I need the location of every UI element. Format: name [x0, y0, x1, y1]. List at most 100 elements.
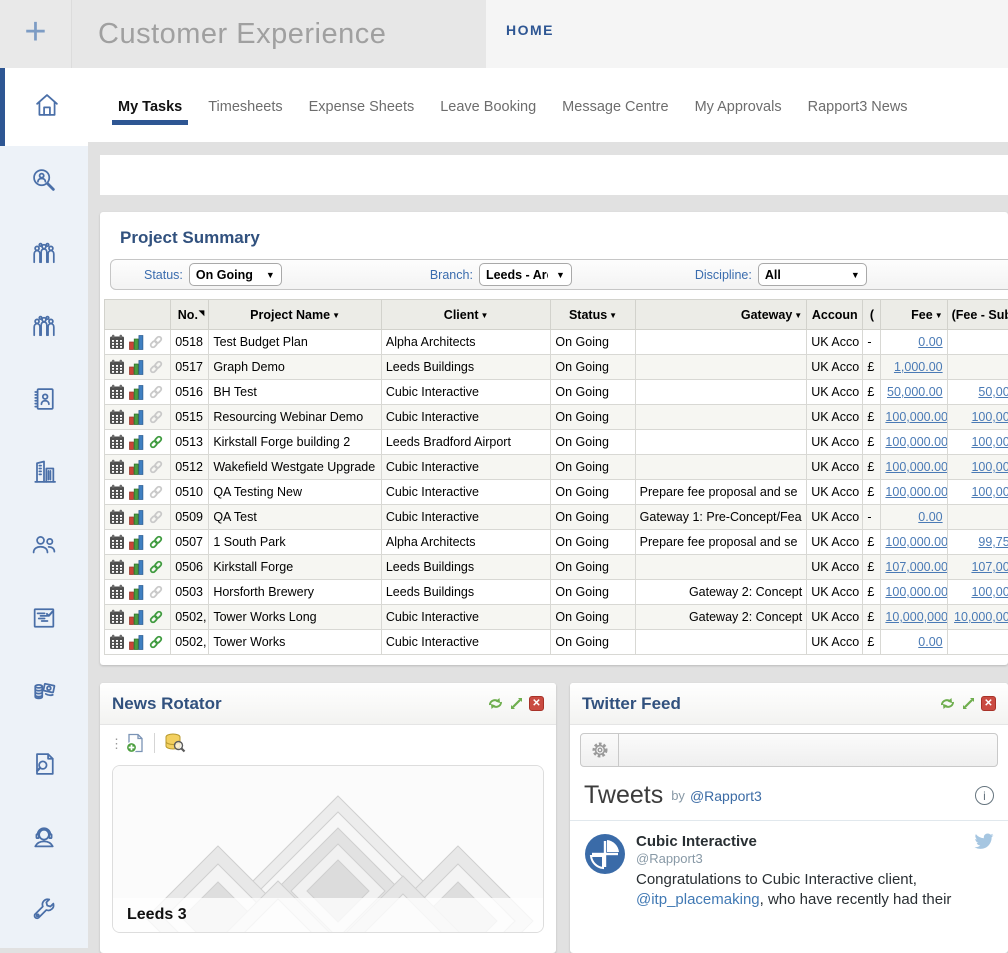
- table-row[interactable]: 0513 Kirkstall Forge building 2 Leeds Br…: [105, 430, 1008, 455]
- sidebar-item-resourcing[interactable]: [0, 292, 88, 365]
- sidebar-item-people-search[interactable]: [0, 146, 88, 219]
- table-row[interactable]: 0502, Tower Works Long Cubic Interactive…: [105, 605, 1008, 630]
- project-name-link[interactable]: Test Budget Plan: [209, 330, 382, 355]
- tab-timesheets[interactable]: Timesheets: [208, 81, 282, 129]
- filter-arrow-icon[interactable]: ▼: [935, 311, 943, 320]
- tab-my-tasks[interactable]: My Tasks: [118, 81, 182, 129]
- fee-value-link[interactable]: 10,000,000.00: [885, 610, 947, 624]
- tweet-item[interactable]: Cubic Interactive @Rapport3 Congratulati…: [570, 821, 1008, 911]
- chart-icon[interactable]: [129, 334, 144, 350]
- tweet-handle[interactable]: @Rapport3: [636, 851, 757, 866]
- no-column-header[interactable]: No.◥: [171, 300, 209, 330]
- project-name-link[interactable]: QA Test: [209, 505, 382, 530]
- sidebar-item-tasks[interactable]: [0, 584, 88, 657]
- link-icon[interactable]: [148, 434, 164, 450]
- sidebar-item-reports[interactable]: [0, 730, 88, 803]
- calendar-icon[interactable]: [109, 559, 125, 575]
- calendar-icon[interactable]: [109, 509, 125, 525]
- chart-icon[interactable]: [129, 409, 144, 425]
- project-name-link[interactable]: Graph Demo: [209, 355, 382, 380]
- fee-sub-value-link[interactable]: 100,000.00: [971, 435, 1008, 449]
- sidebar-item-companies[interactable]: [0, 438, 88, 511]
- fee-value-link[interactable]: 100,000.00: [885, 485, 947, 499]
- chart-icon[interactable]: [129, 434, 144, 450]
- twitter-bird-icon[interactable]: [974, 833, 994, 866]
- link-icon[interactable]: [148, 384, 164, 400]
- link-icon[interactable]: [148, 609, 164, 625]
- table-row[interactable]: 0517 Graph Demo Leeds Buildings On Going…: [105, 355, 1008, 380]
- project-name-link[interactable]: BH Test: [209, 380, 382, 405]
- project-name-link[interactable]: Kirkstall Forge: [209, 555, 382, 580]
- tab-my-approvals[interactable]: My Approvals: [695, 81, 782, 129]
- link-icon[interactable]: [148, 409, 164, 425]
- calendar-icon[interactable]: [109, 409, 125, 425]
- link-icon[interactable]: [148, 509, 164, 525]
- fee-value-link[interactable]: 100,000.00: [885, 460, 947, 474]
- database-search-icon[interactable]: [163, 732, 187, 754]
- chart-icon[interactable]: [129, 509, 144, 525]
- table-row[interactable]: 0510 QA Testing New Cubic Interactive On…: [105, 480, 1008, 505]
- calendar-icon[interactable]: [109, 584, 125, 600]
- expand-icon[interactable]: [961, 696, 976, 711]
- calendar-icon[interactable]: [109, 384, 125, 400]
- calendar-icon[interactable]: [109, 334, 125, 350]
- calendar-icon[interactable]: [109, 534, 125, 550]
- fee-value-link[interactable]: 1,000.00: [894, 360, 943, 374]
- calendar-icon[interactable]: [109, 434, 125, 450]
- link-icon[interactable]: [148, 484, 164, 500]
- project-name-link[interactable]: Wakefield Westgate Upgrade: [209, 455, 382, 480]
- sidebar-item-team[interactable]: [0, 219, 88, 292]
- chart-icon[interactable]: [129, 584, 144, 600]
- link-icon[interactable]: [148, 534, 164, 550]
- fee-value-link[interactable]: 107,000.00: [885, 560, 947, 574]
- project-name-link[interactable]: Horsforth Brewery: [209, 580, 382, 605]
- calendar-icon[interactable]: [109, 484, 125, 500]
- table-row[interactable]: 0509 QA Test Cubic Interactive On Going …: [105, 505, 1008, 530]
- tab-expense-sheets[interactable]: Expense Sheets: [309, 81, 415, 129]
- fee-sub-value-link[interactable]: 100,000.00: [971, 410, 1008, 424]
- chart-icon[interactable]: [129, 534, 144, 550]
- link-icon[interactable]: [148, 584, 164, 600]
- tweet-author[interactable]: Cubic Interactive: [636, 833, 757, 850]
- fee-sub-value-link[interactable]: 107,000.00: [971, 560, 1008, 574]
- close-icon[interactable]: ✕: [981, 696, 996, 711]
- project-name-link[interactable]: Tower Works Long: [209, 605, 382, 630]
- filter-arrow-icon[interactable]: ▼: [481, 311, 489, 320]
- sidebar-item-settings[interactable]: [0, 876, 88, 949]
- fee-value-link[interactable]: 100,000.00: [885, 410, 947, 424]
- fee-sub-value-link[interactable]: 100,000.00: [971, 485, 1008, 499]
- status-filter-select[interactable]: On Going ▼: [189, 263, 282, 286]
- discipline-filter-select[interactable]: All ▼: [758, 263, 867, 286]
- table-row[interactable]: 0502, Tower Works Cubic Interactive On G…: [105, 630, 1008, 655]
- fee-value-link[interactable]: 100,000.00: [885, 585, 947, 599]
- link-icon[interactable]: [148, 459, 164, 475]
- fee-column-header[interactable]: Fee▼: [881, 300, 947, 330]
- chart-icon[interactable]: [129, 634, 144, 650]
- table-row[interactable]: 0518 Test Budget Plan Alpha Architects O…: [105, 330, 1008, 355]
- table-row[interactable]: 0507 1 South Park Alpha Architects On Go…: [105, 530, 1008, 555]
- tab-leave-booking[interactable]: Leave Booking: [440, 81, 536, 129]
- table-row[interactable]: 0515 Resourcing Webinar Demo Cubic Inter…: [105, 405, 1008, 430]
- filter-arrow-icon[interactable]: ▼: [609, 311, 617, 320]
- sidebar-item-hr[interactable]: [0, 511, 88, 584]
- tab-message-centre[interactable]: Message Centre: [562, 81, 668, 129]
- sidebar-item-contacts-book[interactable]: [0, 365, 88, 438]
- add-record-icon[interactable]: [124, 732, 146, 754]
- sidebar-item-home[interactable]: [0, 68, 88, 146]
- expand-icon[interactable]: [509, 696, 524, 711]
- fee-value-link[interactable]: 0.00: [918, 510, 942, 524]
- tweet-mention-link[interactable]: @itp_placemaking: [636, 891, 760, 908]
- fee-value-link[interactable]: 50,000.00: [887, 385, 943, 399]
- status-column-header[interactable]: Status▼: [551, 300, 635, 330]
- project-name-link[interactable]: Kirkstall Forge building 2: [209, 430, 382, 455]
- chart-icon[interactable]: [129, 484, 144, 500]
- info-icon[interactable]: i: [975, 786, 994, 805]
- fee-sub-value-link[interactable]: 100,000.00: [971, 585, 1008, 599]
- fee-value-link[interactable]: 0.00: [918, 335, 942, 349]
- home-breadcrumb[interactable]: HOME: [506, 22, 554, 38]
- table-row[interactable]: 0512 Wakefield Westgate Upgrade Cubic In…: [105, 455, 1008, 480]
- calendar-icon[interactable]: [109, 359, 125, 375]
- filter-arrow-icon[interactable]: ▼: [794, 311, 802, 320]
- sidebar-item-support[interactable]: [0, 803, 88, 876]
- chart-icon[interactable]: [129, 459, 144, 475]
